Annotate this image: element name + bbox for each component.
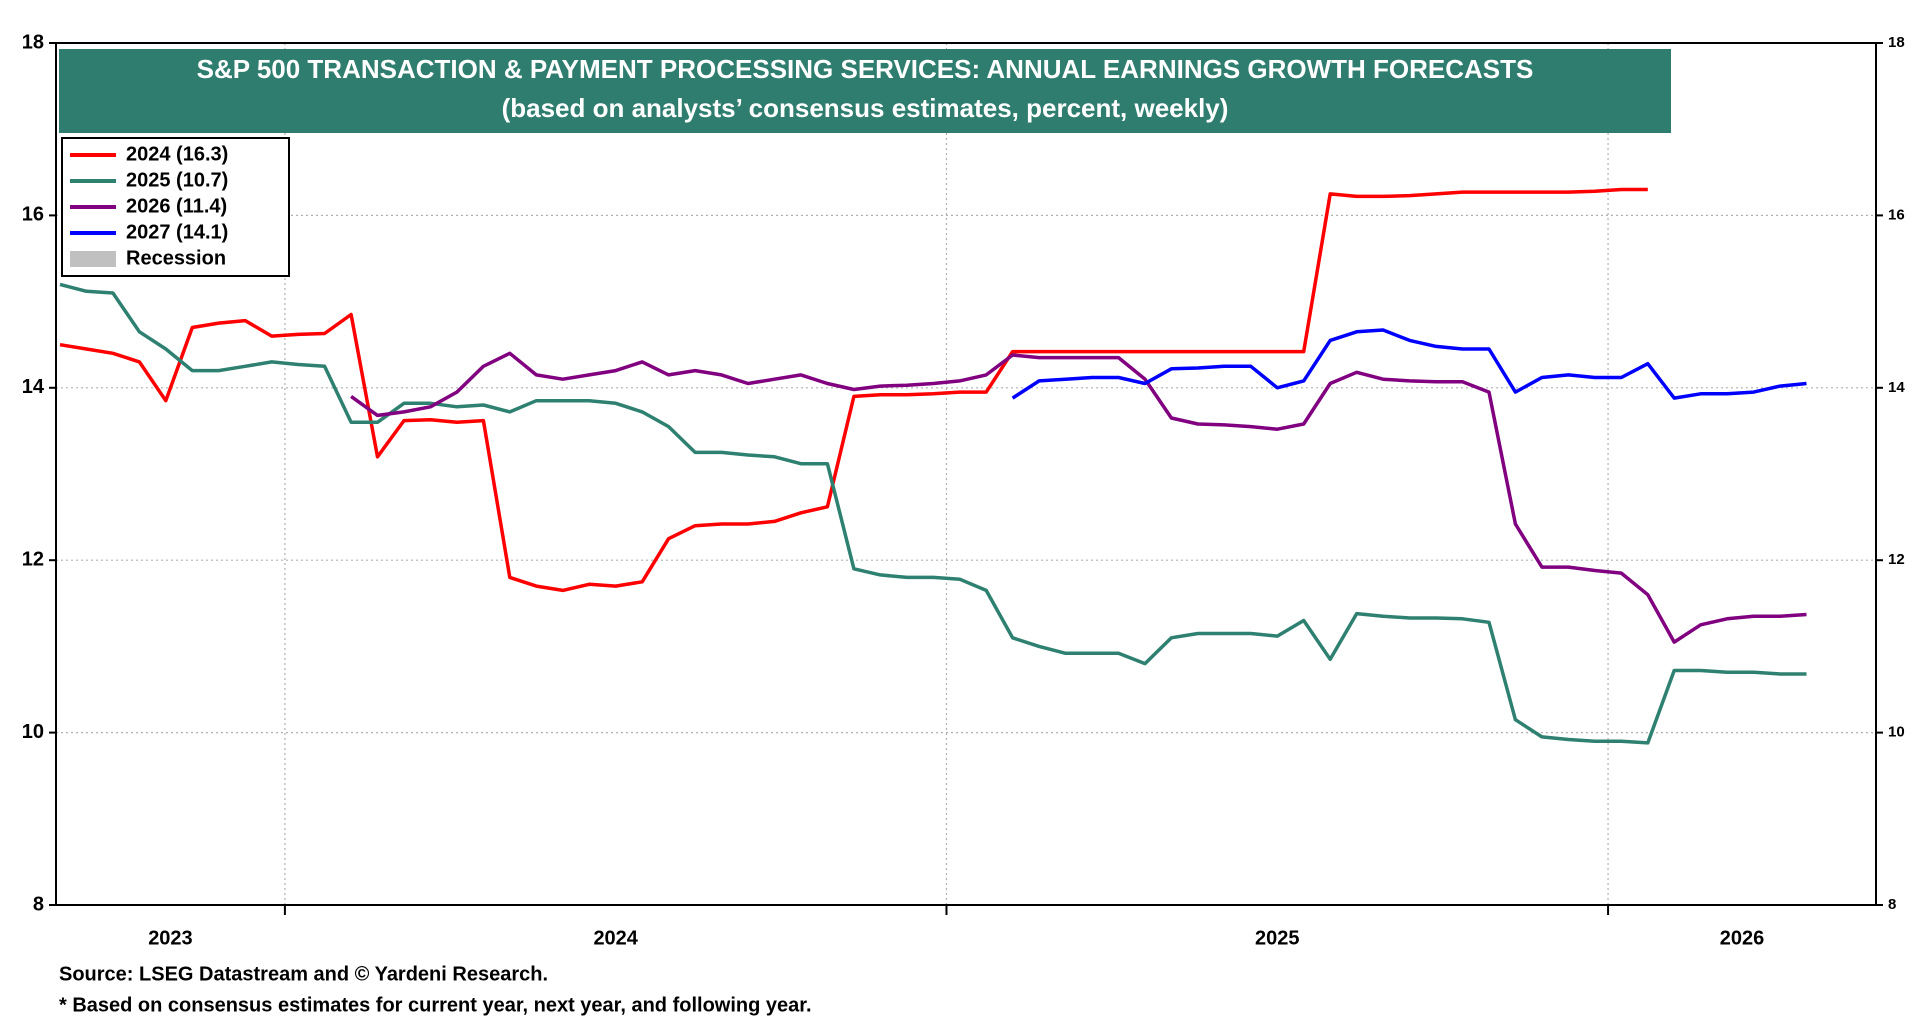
x-tick-label: 2025 [1255, 927, 1300, 949]
y-tick-label: 16 [22, 204, 44, 226]
chart-subtitle: (based on analysts’ consensus estimates,… [502, 93, 1229, 123]
chart-title: S&P 500 TRANSACTION & PAYMENT PROCESSING… [197, 54, 1534, 84]
y-tick-label: 18 [22, 31, 44, 53]
x-tick-label: 2026 [1720, 927, 1765, 949]
title-box [59, 49, 1671, 133]
legend: 2024 (16.3) 2025 (10.7) 2026 (11.4) 2027 (1… [61, 137, 290, 277]
source-note: Source: LSEG Datastream and © Yardeni Re… [59, 963, 548, 985]
grid [56, 43, 1876, 905]
legend-label: Recession [126, 247, 226, 269]
series-line [350, 351, 1807, 644]
legend-label: 2027 (14.1) [126, 221, 228, 243]
y-tick-label: 12 [22, 548, 44, 570]
y2-tick-label: 14 [1888, 379, 1905, 396]
x-tick-label: 2024 [593, 927, 638, 949]
y-tick-label: 14 [22, 376, 45, 398]
y2-tick-label: 18 [1888, 34, 1905, 51]
y2-tick-label: 16 [1888, 206, 1905, 223]
series-line [1011, 328, 1807, 400]
x-tick-label: 2023 [148, 927, 193, 949]
y2-tick-label: 8 [1888, 896, 1896, 913]
legend-label: 2025 (10.7) [126, 169, 228, 191]
series-line [59, 187, 1648, 593]
series-line [59, 282, 1807, 745]
y-tick-label: 10 [22, 721, 44, 743]
legend-label: 2024 (16.3) [126, 143, 228, 165]
legend-swatch [70, 251, 116, 267]
y2-tick-label: 12 [1888, 551, 1905, 568]
footnote: * Based on consensus estimates for curre… [59, 994, 812, 1016]
legend-label: 2026 (11.4) [126, 195, 227, 217]
y-tick-label: 8 [33, 893, 44, 915]
y2-tick-label: 10 [1888, 724, 1905, 741]
plot-frame [55, 42, 1877, 906]
